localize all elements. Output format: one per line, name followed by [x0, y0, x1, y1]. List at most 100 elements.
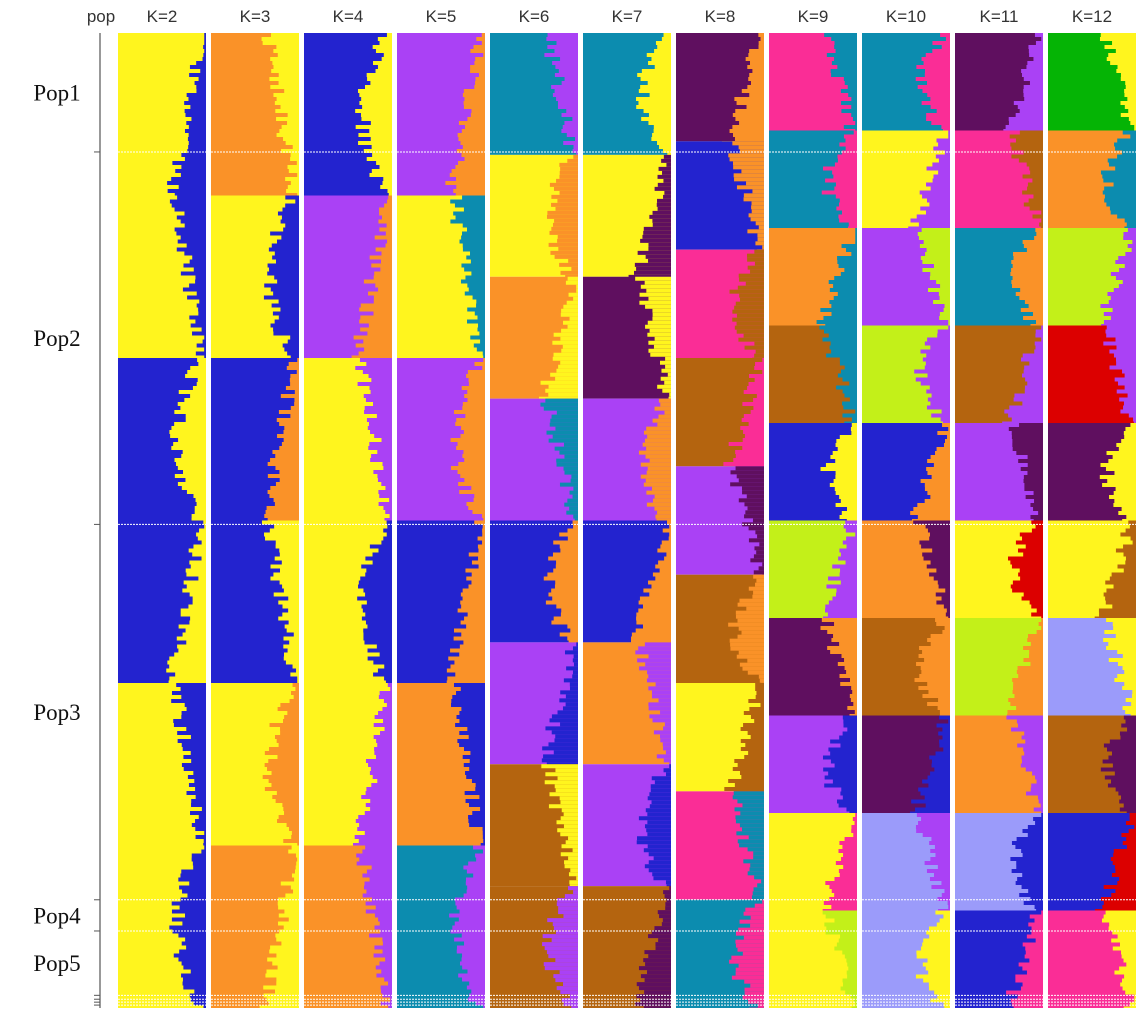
admixture-bar — [1113, 853, 1136, 857]
admixture-bar — [1123, 1006, 1136, 1008]
admixture-bar — [274, 319, 299, 324]
admixture-bar — [1118, 284, 1136, 288]
admixture-bar — [936, 622, 950, 626]
admixture-bar — [848, 966, 857, 971]
admixture-bar — [934, 845, 950, 849]
admixture-bar — [922, 650, 950, 654]
admixture-bar — [282, 207, 299, 212]
admixture-bar — [755, 362, 764, 366]
admixture-bar — [1014, 393, 1043, 398]
admixture-bar — [655, 564, 671, 569]
admixture-bar — [287, 648, 299, 653]
admixture-bar — [461, 707, 485, 711]
admixture-bar — [747, 731, 764, 735]
admixture-bar — [1117, 564, 1136, 569]
admixture-bar — [754, 719, 764, 723]
admixture-bar — [171, 699, 206, 703]
admixture-bar — [938, 142, 950, 147]
admixture-bar — [936, 600, 950, 605]
admixture-bar — [1027, 463, 1043, 467]
admixture-bar — [455, 193, 485, 197]
admixture-bar — [455, 177, 485, 181]
admixture-bar — [946, 608, 950, 613]
admixture-bar — [1123, 431, 1136, 435]
admixture-bar — [922, 89, 950, 93]
admixture-bar — [916, 829, 950, 833]
admixture-bar — [1130, 536, 1136, 541]
admixture-bar — [189, 315, 206, 320]
admixture-bar — [386, 532, 392, 537]
admixture-bar — [652, 210, 671, 215]
admixture-bar — [370, 799, 392, 803]
admixture-bar — [1034, 499, 1043, 503]
admixture-bar — [458, 137, 485, 141]
admixture-bar — [568, 886, 578, 891]
admixture-bar — [925, 252, 950, 256]
admixture-bar — [291, 691, 299, 695]
admixture-bar — [640, 238, 671, 243]
admixture-bar — [636, 982, 671, 987]
admixture-bar — [1011, 284, 1043, 288]
admixture-bar — [837, 256, 857, 260]
admixture-bar — [647, 332, 671, 337]
admixture-bar — [174, 227, 206, 232]
admixture-bar — [369, 442, 392, 446]
admixture-bar — [651, 584, 671, 589]
admixture-bar — [1122, 986, 1136, 991]
admixture-bar — [753, 851, 764, 856]
k-label: K=12 — [1072, 7, 1112, 26]
admixture-bar — [192, 386, 206, 390]
admixture-bar — [669, 764, 671, 769]
admixture-bar — [277, 279, 299, 284]
admixture-bar — [757, 883, 764, 888]
admixture-bar — [1125, 528, 1136, 533]
admixture-bar — [915, 974, 950, 979]
admixture-bar — [458, 917, 485, 922]
admixture-bar — [910, 218, 950, 223]
admixture-bar — [1022, 873, 1043, 877]
admixture-bar — [748, 526, 764, 531]
admixture-bar — [363, 636, 392, 641]
admixture-bar — [381, 989, 392, 994]
admixture-bar — [937, 897, 950, 901]
admixture-bar — [840, 499, 857, 503]
admixture-bar — [938, 292, 950, 296]
admixture-bar — [855, 1002, 857, 1007]
admixture-bar — [833, 284, 857, 288]
admixture-bar — [1110, 316, 1136, 320]
admixture-bar — [1116, 389, 1136, 394]
admixture-bar — [572, 520, 578, 525]
admixture-bar — [1129, 817, 1136, 821]
admixture-bar — [823, 901, 857, 905]
admixture-bar — [465, 771, 485, 775]
admixture-bar — [557, 101, 578, 105]
admixture-bar — [459, 719, 485, 723]
admixture-bar — [289, 699, 299, 703]
admixture-bar — [285, 203, 299, 208]
admixture-bar — [559, 698, 578, 703]
admixture-bar — [278, 897, 299, 902]
k-panel — [862, 33, 950, 1008]
admixture-bar — [198, 307, 206, 312]
admixture-bar — [1114, 771, 1136, 776]
admixture-bar — [743, 197, 764, 202]
admixture-bar — [845, 138, 857, 143]
admixture-bar — [462, 588, 485, 593]
admixture-bar — [847, 706, 857, 710]
admixture-bar — [1029, 914, 1043, 919]
admixture-bar — [559, 170, 578, 175]
admixture-bar — [734, 137, 764, 141]
admixture-bar — [1103, 178, 1136, 183]
admixture-bar — [273, 327, 299, 332]
admixture-bar — [569, 682, 578, 687]
admixture-bar — [284, 347, 299, 352]
admixture-bar — [287, 121, 299, 125]
admixture-bar — [638, 600, 671, 605]
admixture-bar — [377, 668, 392, 673]
admixture-bar — [365, 791, 392, 795]
admixture-bar — [270, 85, 299, 89]
admixture-bar — [1023, 244, 1043, 248]
admixture-bar — [831, 61, 857, 65]
admixture-bar — [930, 857, 950, 861]
admixture-bar — [834, 763, 857, 768]
